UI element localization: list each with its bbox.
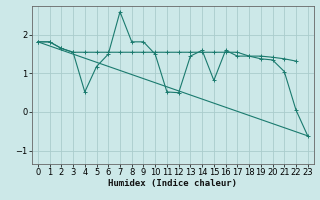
X-axis label: Humidex (Indice chaleur): Humidex (Indice chaleur)	[108, 179, 237, 188]
